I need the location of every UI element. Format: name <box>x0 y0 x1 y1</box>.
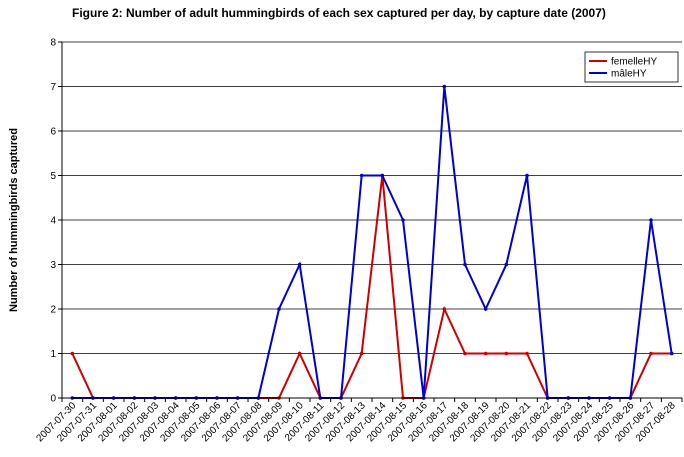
point <box>297 351 302 356</box>
y-tick-label: 0 <box>50 394 56 405</box>
point <box>359 173 364 178</box>
legend-label: femelleHY <box>611 57 657 68</box>
point <box>359 351 364 356</box>
point <box>525 173 529 178</box>
y-tick-label: 3 <box>50 260 56 271</box>
point <box>483 307 488 311</box>
y-tick-label: 6 <box>50 127 56 138</box>
point <box>380 173 385 178</box>
y-axis-label: Number of hummingbirds captured <box>8 128 20 312</box>
point <box>277 307 281 311</box>
point <box>504 262 509 267</box>
y-tick-label: 4 <box>50 216 56 227</box>
point <box>504 351 509 356</box>
point <box>297 262 302 267</box>
point <box>70 351 75 356</box>
y-tick-label: 2 <box>50 305 56 316</box>
y-tick-label: 5 <box>50 171 56 182</box>
y-tick-label: 8 <box>50 38 56 49</box>
y-tick-label: 7 <box>50 82 56 93</box>
point <box>401 218 405 222</box>
legend-label: mâleHY <box>611 69 647 80</box>
y-tick-label: 1 <box>50 349 56 360</box>
point <box>463 351 467 356</box>
point <box>483 351 488 356</box>
point <box>442 84 447 89</box>
series-line <box>72 86 673 399</box>
point <box>649 218 653 222</box>
series-line <box>71 175 672 399</box>
point <box>649 351 653 356</box>
point <box>669 351 674 356</box>
legend-box <box>584 51 679 83</box>
chart-title: Figure 2: Number of adult hummingbirds o… <box>72 6 606 20</box>
point <box>525 351 529 356</box>
point <box>463 262 467 267</box>
point <box>442 307 447 311</box>
